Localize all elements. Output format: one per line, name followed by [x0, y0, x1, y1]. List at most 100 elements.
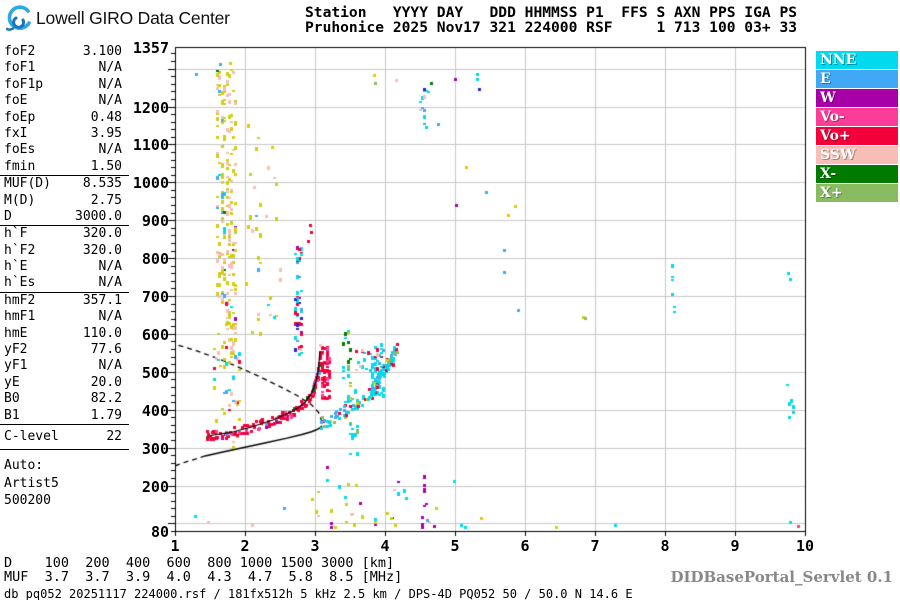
- param-value: 77.6: [90, 342, 122, 358]
- y-tick-label: 1200: [132, 98, 169, 117]
- param-label: yF1: [4, 358, 28, 374]
- param-label: foF2: [4, 44, 36, 59]
- param-value: N/A: [98, 93, 122, 109]
- param-label: foEp: [4, 109, 36, 125]
- y-tick-label: 700: [141, 288, 169, 306]
- legend-item-ssw: SSW: [816, 146, 898, 164]
- y-tick-label: 80: [150, 523, 169, 541]
- legend-item-vo: Vo+: [816, 127, 898, 145]
- param-value: 22: [106, 428, 122, 444]
- panel-separator: [0, 225, 129, 227]
- panel-separator: [0, 449, 129, 451]
- logo-title: Lowell GIRO Data Center: [36, 7, 230, 28]
- param-label: M(D): [4, 192, 36, 208]
- giro-wave-icon: [6, 5, 31, 31]
- param-value: 1.50: [90, 158, 122, 174]
- param-value: 110.0: [82, 325, 122, 341]
- param-row: MUF(D) 8.535: [0, 176, 129, 192]
- lowell-giro-logo: Lowell GIRO Data Center: [6, 4, 230, 32]
- param-label: foE: [4, 93, 28, 109]
- servlet-version-label: DIDBasePortal_Servlet 0.1: [670, 568, 893, 586]
- y-tick-label: 900: [141, 212, 169, 231]
- y-tick-label: 1100: [132, 136, 169, 155]
- param-row: foF1 N/A: [0, 60, 129, 76]
- param-label: hmF2: [4, 292, 36, 308]
- param-row: foEp 0.48: [0, 110, 129, 126]
- param-label: fmin: [4, 158, 36, 174]
- param-value: 3000.0: [75, 208, 122, 224]
- status-line: db pq052 20251117 224000.rsf / 181fx512h…: [4, 587, 633, 600]
- param-row: B1 1.79: [0, 408, 129, 424]
- param-label: MUF(D): [4, 176, 51, 192]
- param-row: yE 20.0: [0, 375, 129, 391]
- x-tick-label: 8: [660, 537, 670, 555]
- param-row: foE N/A: [0, 93, 129, 109]
- x-tick-label: 4: [380, 537, 390, 555]
- y-tick-label: 500: [141, 363, 169, 382]
- legend-item-nne: NNE: [816, 51, 898, 69]
- param-label: h`E: [4, 259, 28, 275]
- param-row: B0 82.2: [0, 391, 129, 407]
- param-value: N/A: [98, 309, 122, 325]
- param-row: yF2 77.6: [0, 342, 129, 358]
- y-tick-label: 1357: [132, 39, 169, 57]
- panel-separator: [0, 423, 129, 425]
- param-row: hmF2 357.1: [0, 293, 129, 309]
- param-label: foEs: [4, 142, 36, 158]
- x-tick-label: 5: [450, 537, 460, 555]
- x-tick-label: 3: [310, 537, 320, 555]
- param-label: yE: [4, 374, 20, 390]
- param-value: N/A: [98, 358, 122, 374]
- param-value: 82.2: [90, 391, 122, 407]
- param-row: yF1 N/A: [0, 358, 129, 374]
- legend-item-x: X-: [816, 165, 898, 183]
- x-tick-label: 6: [520, 537, 530, 555]
- param-value: 3.100: [82, 44, 122, 59]
- param-value: 320.0: [82, 226, 122, 242]
- param-value: N/A: [98, 142, 122, 158]
- param-label: foF1p: [4, 76, 44, 92]
- param-row: D 3000.0: [0, 209, 129, 225]
- y-tick-label: 300: [141, 439, 169, 458]
- param-label: C-level: [4, 428, 59, 444]
- param-value: 8.535: [82, 176, 122, 192]
- y-tick-label: 400: [141, 401, 169, 420]
- param-value: 357.1: [82, 292, 122, 308]
- y-tick-label: 1000: [132, 174, 169, 193]
- x-tick-label: 10: [795, 537, 815, 555]
- param-label: foF1: [4, 60, 36, 76]
- param-value: 3.95: [90, 125, 122, 141]
- param-row: C-level 22: [0, 429, 129, 445]
- param-row: foF2 3.100: [0, 44, 129, 60]
- param-row: h`E N/A: [0, 259, 129, 275]
- muf-table: D 100 200 400 600 800 1000 1500 3000 [km…: [4, 555, 403, 585]
- y-tick-label: 600: [141, 325, 169, 344]
- param-label: hmE: [4, 325, 28, 341]
- panel-separator: [0, 291, 129, 293]
- param-row: foEs N/A: [0, 142, 129, 158]
- legend-item-vo: Vo-: [816, 108, 898, 126]
- legend-item-w: W: [816, 89, 898, 107]
- param-row: hmE 110.0: [0, 326, 129, 342]
- param-label: h`F: [4, 226, 28, 242]
- param-label: h`F2: [4, 242, 36, 258]
- param-value: N/A: [98, 275, 122, 291]
- param-value: 320.0: [82, 242, 122, 258]
- param-label: B0: [4, 391, 20, 407]
- param-value: 0.48: [90, 109, 122, 125]
- x-tick-label: 1: [170, 537, 180, 555]
- panel-separator: [0, 175, 129, 177]
- param-row: M(D) 2.75: [0, 193, 129, 209]
- param-value: N/A: [98, 259, 122, 275]
- param-value: 2.75: [90, 192, 122, 208]
- param-row: hmF1 N/A: [0, 309, 129, 325]
- parameter-panel: foF2 3.100 foF1 N/A foF1p N/A foE N/A foEp 0.48 fx…: [0, 44, 129, 510]
- x-tick-label: 2: [240, 537, 250, 555]
- legend-item-e: E: [816, 70, 898, 88]
- param-row: h`Es N/A: [0, 275, 129, 291]
- x-tick-label: 7: [590, 537, 600, 555]
- station-info: Station YYYY DAY DDD HHMMSS P1 FFS S AXN…: [305, 4, 798, 36]
- autoscaling-info: Auto: Artist5 500200: [4, 458, 59, 509]
